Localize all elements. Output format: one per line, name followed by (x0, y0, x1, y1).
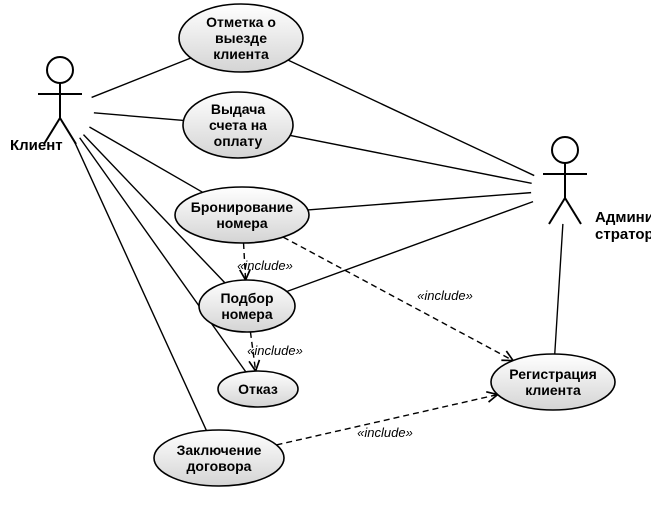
usecase-register-label: клиента (525, 382, 581, 398)
actor-client (38, 57, 82, 144)
usecases-layer: Отметка овыездеклиентаВыдачасчета наопла… (154, 4, 615, 486)
usecase-refusal-label: Отказ (238, 381, 278, 397)
assoc-admin-booking (308, 193, 531, 210)
include-booking-register (283, 237, 513, 360)
usecase-contract-label: Заключение (177, 442, 262, 458)
usecase-invoice-label: счета на (209, 117, 267, 133)
usecase-selection-label: номера (221, 306, 273, 322)
actor-admin-label: стратор (595, 226, 651, 243)
usecase-register-label: Регистрация (509, 366, 597, 382)
actor-admin (543, 137, 587, 224)
include-label: «include» (357, 425, 413, 440)
assoc-admin-checkout (288, 60, 534, 175)
associations-layer (74, 58, 563, 431)
actor-admin-label: Админи (595, 209, 651, 226)
usecase-checkout-label: клиента (213, 46, 269, 62)
assoc-client-checkout (92, 58, 191, 97)
assoc-client-invoice (94, 113, 184, 121)
assoc-admin-selection (287, 202, 533, 292)
usecase-checkout-label: Отметка о (206, 14, 276, 30)
usecase-checkout-label: выезде (215, 30, 267, 46)
assoc-client-contract (74, 141, 206, 431)
include-label: «include» (247, 343, 303, 358)
usecase-invoice-label: оплату (214, 133, 263, 149)
usecase-invoice-label: Выдача (211, 101, 266, 117)
usecase-contract-label: договора (187, 458, 252, 474)
usecase-booking-label: номера (216, 215, 268, 231)
include-label: «include» (237, 258, 293, 273)
actor-client-label: Клиент (10, 137, 63, 154)
assoc-admin-register (555, 224, 563, 354)
usecase-selection-label: Подбор (220, 290, 273, 306)
usecase-booking-label: Бронирование (191, 199, 294, 215)
include-label: «include» (417, 288, 473, 303)
assoc-client-refusal (80, 138, 246, 372)
assoc-admin-invoice (290, 135, 531, 183)
